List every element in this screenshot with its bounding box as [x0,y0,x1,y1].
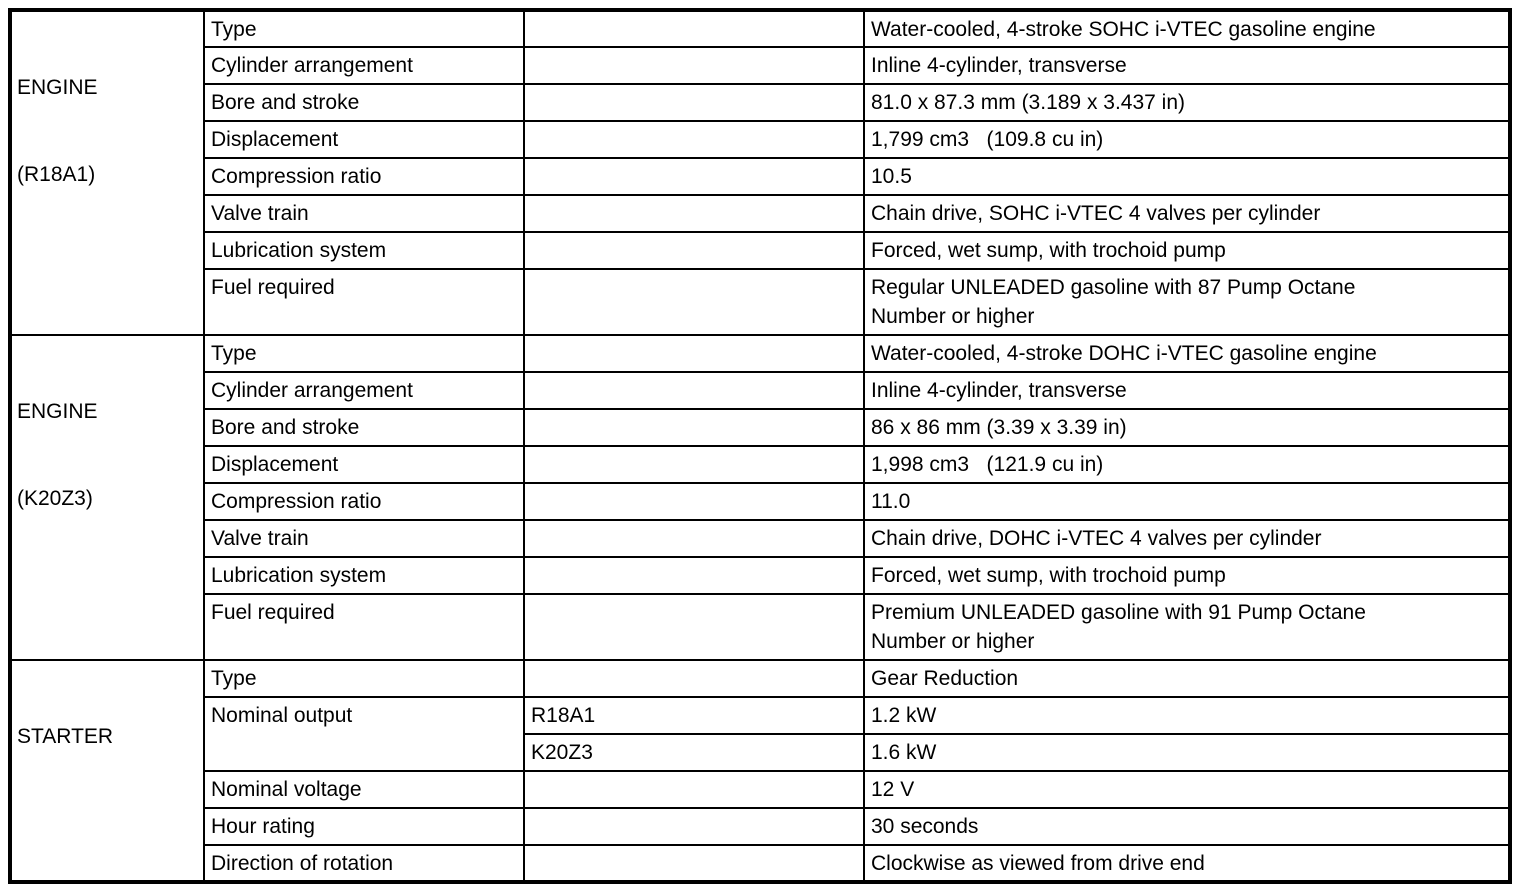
table-row: Cylinder arrangement Inline 4-cylinder, … [10,46,1511,85]
spec-value-cell: Forced, wet sump, with trochoid pump [863,231,1511,270]
spec-sub-cell [523,157,865,196]
table-row: Cylinder arrangement Inline 4-cylinder, … [10,371,1511,410]
category-line: ENGINE [17,76,98,99]
spec-sub-cell [523,807,865,846]
spec-sub-cell [523,194,865,233]
spec-label-cell: Compression ratio [203,157,525,196]
spec-sub-cell [523,445,865,484]
spec-label-cell: Hour rating [203,807,525,846]
spec-sub-cell [523,46,865,85]
spec-value-cell: 1,998 cm3 (121.9 cu in) [863,445,1511,484]
spec-label-cell: Direction of rotation [203,844,525,883]
table-row: Hour rating 30 seconds [10,807,1511,846]
spec-value-cell: 1.6 kW [863,733,1511,772]
category-line: (R18A1) [17,163,96,186]
spec-sub-cell [523,519,865,558]
spec-sub-cell [523,844,865,883]
spec-value-cell: Premium UNLEADED gasoline with 91 Pump O… [863,593,1511,661]
table-row: Bore and stroke 86 x 86 mm (3.39 x 3.39 … [10,408,1511,447]
table-row: Valve train Chain drive, DOHC i-VTEC 4 v… [10,519,1511,558]
table-row: Nominal output R18A1 1.2 kW [10,696,1511,772]
spec-sub-cell [523,9,865,48]
spec-value-cell: Forced, wet sump, with trochoid pump [863,556,1511,595]
spec-label-cell: Compression ratio [203,482,525,521]
spec-sub-cell [523,334,865,373]
table-row: Direction of rotation Clockwise as viewe… [10,844,1511,883]
spec-label-cell: Type [203,334,525,373]
spec-sub-cell: K20Z3 [523,733,865,772]
spec-label-cell: Nominal voltage [203,770,525,809]
spec-value-cell: Inline 4-cylinder, transverse [863,371,1511,410]
spec-label-cell: Cylinder arrangement [203,371,525,410]
spec-label-cell: Valve train [203,194,525,233]
category-cell-engine-k20z3: ENGINE (K20Z3) [9,334,205,661]
spec-sub-cell [523,408,865,447]
spec-sub-cell [523,268,865,336]
table-row: Lubrication system Forced, wet sump, wit… [10,231,1511,270]
spec-sub-cell [523,83,865,122]
table-row: Fuel required Premium UNLEADED gasoline … [10,593,1511,661]
spec-label-cell: Fuel required [203,268,525,336]
spec-sub-cell [523,371,865,410]
spec-value-cell: Inline 4-cylinder, transverse [863,46,1511,85]
spec-value-cell: 12 V [863,770,1511,809]
engine-spec-table: ENGINE (R18A1) Type Water-cooled, 4-stro… [8,8,1512,884]
spec-value-cell: 11.0 [863,482,1511,521]
table-row: Compression ratio 11.0 [10,482,1511,521]
spec-sub-cell [523,593,865,661]
spec-label-cell: Lubrication system [203,556,525,595]
spec-value-cell: Regular UNLEADED gasoline with 87 Pump O… [863,268,1511,336]
spec-label-cell: Cylinder arrangement [203,46,525,85]
spec-value-cell: Water-cooled, 4-stroke SOHC i-VTEC gasol… [863,9,1511,48]
category-line: ENGINE [17,400,98,423]
spec-label-cell: Type [203,659,525,698]
spec-label-cell: Bore and stroke [203,83,525,122]
spec-label-cell: Valve train [203,519,525,558]
spec-label-cell: Displacement [203,445,525,484]
category-cell-engine-r18a1: ENGINE (R18A1) [9,9,205,336]
spec-sub-cell [523,120,865,159]
spec-value-cell: 30 seconds [863,807,1511,846]
spec-value-cell: 81.0 x 87.3 mm (3.189 x 3.437 in) [863,83,1511,122]
table-row: K20Z3 1.6 kW [10,733,1511,772]
table-row: Compression ratio 10.5 [10,157,1511,196]
table-row: Valve train Chain drive, SOHC i-VTEC 4 v… [10,194,1511,233]
spec-value-cell: Clockwise as viewed from drive end [863,844,1511,883]
spec-sub-cell [523,659,865,698]
spec-label-cell: Bore and stroke [203,408,525,447]
category-line: (K20Z3) [17,487,93,510]
table-row: ENGINE (K20Z3) Type Water-cooled, 4-stro… [9,334,1511,661]
table-row: ENGINE (R18A1) Type Water-cooled, 4-stro… [9,9,1511,336]
table-row: STARTER Type Gear Reduction [9,659,1511,883]
spec-label-cell: Fuel required [203,593,525,661]
category-line: STARTER [17,725,114,748]
spec-value-cell: 1.2 kW [863,696,1511,735]
spec-sub-cell [523,770,865,809]
table-row: Lubrication system Forced, wet sump, wit… [10,556,1511,595]
spec-value-cell: Water-cooled, 4-stroke DOHC i-VTEC gasol… [863,334,1511,373]
spec-value-cell: 86 x 86 mm (3.39 x 3.39 in) [863,408,1511,447]
spec-sub-cell [523,231,865,270]
spec-value-cell: Gear Reduction [863,659,1511,698]
table-row: Nominal voltage 12 V [10,770,1511,809]
category-cell-starter: STARTER [9,659,205,883]
spec-sub-cell: R18A1 [523,696,865,735]
table-row: Fuel required Regular UNLEADED gasoline … [10,268,1511,336]
spec-label-cell: Displacement [203,120,525,159]
spec-label-cell: Nominal output [203,696,525,772]
spec-label-cell: Type [203,9,525,48]
table-row: Displacement 1,799 cm3 (109.8 cu in) [10,120,1511,159]
spec-label-cell: Lubrication system [203,231,525,270]
spec-value-cell: 10.5 [863,157,1511,196]
table-row: Displacement 1,998 cm3 (121.9 cu in) [10,445,1511,484]
spec-value-cell: Chain drive, SOHC i-VTEC 4 valves per cy… [863,194,1511,233]
spec-value-cell: 1,799 cm3 (109.8 cu in) [863,120,1511,159]
spec-sub-cell [523,482,865,521]
spec-sub-cell [523,556,865,595]
spec-value-cell: Chain drive, DOHC i-VTEC 4 valves per cy… [863,519,1511,558]
table-row: Bore and stroke 81.0 x 87.3 mm (3.189 x … [10,83,1511,122]
